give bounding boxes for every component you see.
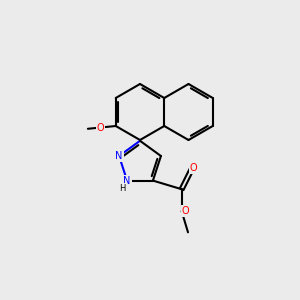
Text: N: N — [123, 176, 131, 186]
Text: N: N — [116, 151, 123, 161]
Text: O: O — [190, 163, 197, 172]
Text: H: H — [119, 184, 125, 193]
Text: O: O — [97, 122, 104, 133]
Text: O: O — [182, 206, 190, 216]
